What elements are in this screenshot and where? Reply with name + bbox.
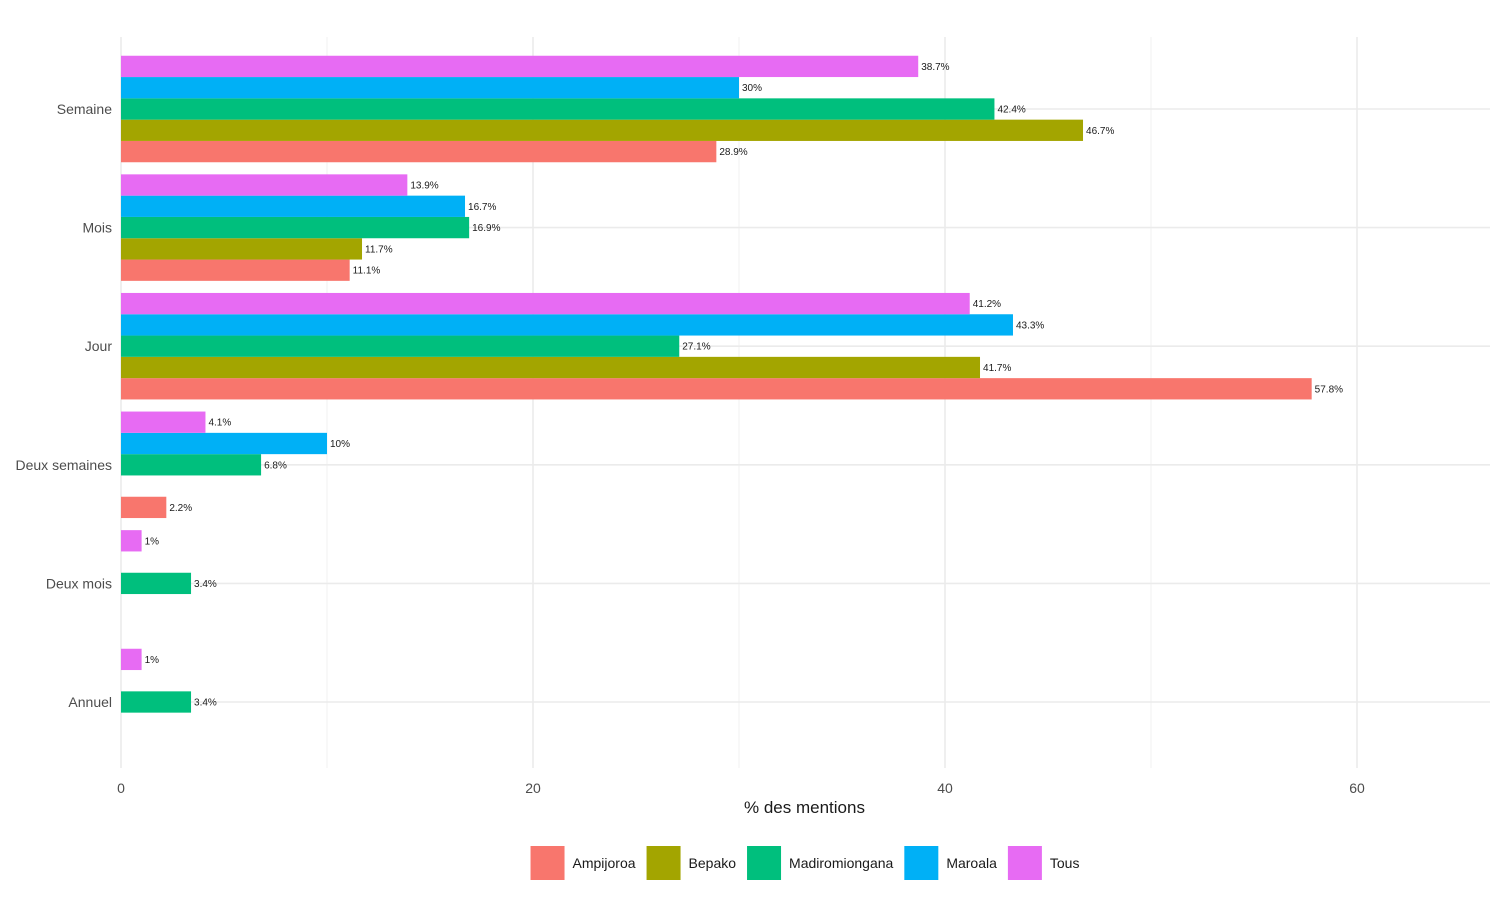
legend-label: Tous xyxy=(1050,855,1080,871)
bar-value-label: 42.4% xyxy=(997,105,1025,116)
bar-value-label: 1% xyxy=(145,536,160,547)
bar-value-label: 28.9% xyxy=(719,147,747,158)
legend-label: Maroala xyxy=(946,855,997,871)
bars xyxy=(121,55,1312,713)
bar-value-label: 30% xyxy=(742,83,762,94)
legend-label: Ampijoroa xyxy=(573,855,636,871)
bar-madiromiongana xyxy=(121,335,680,357)
bar-ampijoroa xyxy=(121,140,717,163)
bar-value-label: 16.7% xyxy=(468,202,496,213)
bar-value-label: 3.4% xyxy=(194,698,217,709)
bar-tous xyxy=(121,55,919,78)
legend-key-maroala xyxy=(904,846,939,880)
bar-ampijoroa xyxy=(121,496,167,519)
bar-maroala xyxy=(121,77,739,99)
bar-value-label: 41.7% xyxy=(983,363,1011,374)
bar-value-label: 57.8% xyxy=(1315,384,1343,395)
bar-madiromiongana xyxy=(121,454,262,476)
category-label: Annuel xyxy=(68,694,112,710)
legend: Ampijoroa Bepako Madiromiongana Maroala Tous xyxy=(530,846,1080,880)
bar-tous xyxy=(121,648,142,671)
bar-value-label: 2.2% xyxy=(169,503,192,514)
y-axis: Semaine Mois Jour Deux semaines Deux mois Ann… xyxy=(16,101,113,710)
legend-key-ampijoroa xyxy=(530,846,565,880)
bar-madiromiongana xyxy=(121,572,192,595)
bar-maroala xyxy=(121,314,1013,336)
bar-madiromiongana xyxy=(121,98,995,120)
category-label: Semaine xyxy=(57,101,112,117)
x-axis-title: % des mentions xyxy=(744,798,865,817)
bar-labels: 28.9% 46.7% 42.4% 30% 38.7% 11.1% 11.7% 16.9% 16… xyxy=(145,62,1344,709)
bar-value-label: 43.3% xyxy=(1016,320,1044,331)
bar-tous xyxy=(121,174,408,196)
category-label: Deux mois xyxy=(46,575,112,591)
legend-key-tous xyxy=(1007,846,1042,880)
bar-value-label: 38.7% xyxy=(921,62,949,73)
bar-value-label: 27.1% xyxy=(682,342,710,353)
category-label: Deux semaines xyxy=(16,457,113,473)
bar-value-label: 41.2% xyxy=(973,299,1001,310)
bar-ampijoroa xyxy=(121,378,1312,400)
bar-value-label: 11.7% xyxy=(365,244,393,255)
legend-key-madiromiongana xyxy=(747,846,782,880)
bar-value-label: 4.1% xyxy=(208,418,231,429)
bar-tous xyxy=(121,411,206,433)
bar-tous xyxy=(121,530,142,552)
bar-maroala xyxy=(121,195,466,217)
category-label: Jour xyxy=(85,338,113,354)
category-label: Mois xyxy=(82,220,112,236)
bar-maroala xyxy=(121,432,327,455)
bar-value-label: 1% xyxy=(145,655,160,666)
bar-tous xyxy=(121,292,970,315)
bar-value-label: 16.9% xyxy=(472,223,500,234)
bar-value-label: 6.8% xyxy=(264,460,287,471)
major-gridlines xyxy=(120,37,1490,768)
bar-value-label: 3.4% xyxy=(194,579,217,590)
x-tick-label: 0 xyxy=(117,780,125,796)
bar-value-label: 11.1% xyxy=(353,266,381,277)
legend-key-bepako xyxy=(646,846,681,880)
x-tick-label: 40 xyxy=(937,780,953,796)
bar-bepako xyxy=(121,238,363,260)
bar-bepako xyxy=(121,356,981,379)
bar-ampijoroa xyxy=(121,259,350,281)
bar-madiromiongana xyxy=(121,216,470,239)
legend-label: Bepako xyxy=(689,855,737,871)
x-tick-label: 20 xyxy=(525,780,541,796)
x-axis: 0 20 40 60 xyxy=(117,780,1365,796)
bar-bepako xyxy=(121,119,1084,141)
bar-value-label: 13.9% xyxy=(410,181,438,192)
bar-value-label: 10% xyxy=(330,439,350,450)
bar-value-label: 46.7% xyxy=(1086,126,1114,137)
legend-label: Madiromiongana xyxy=(789,855,893,871)
bar-madiromiongana xyxy=(121,691,192,713)
x-tick-label: 60 xyxy=(1349,780,1365,796)
